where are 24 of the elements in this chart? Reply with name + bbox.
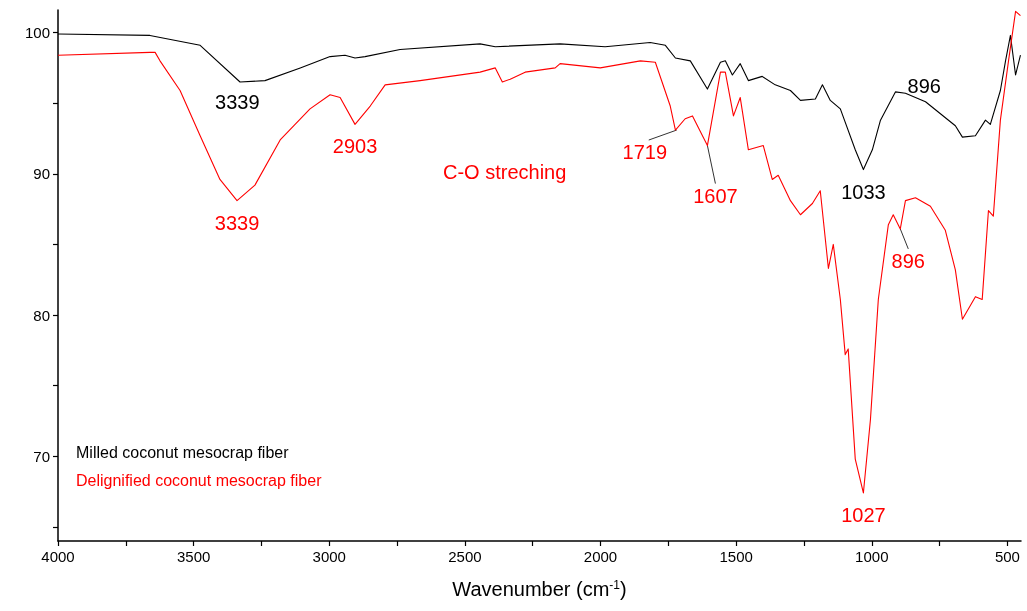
y-tick-label: 100 bbox=[24, 24, 50, 42]
x-tick-label: 3000 bbox=[312, 548, 346, 565]
annotation: 1033 bbox=[841, 180, 886, 203]
y-tick-label: 80 bbox=[33, 306, 50, 324]
text: Milled coconut mesocrap fiber bbox=[76, 443, 290, 461]
annotation: 896 bbox=[891, 249, 925, 272]
annotation: 1027 bbox=[841, 503, 886, 526]
y-tick-label: 90 bbox=[33, 165, 50, 183]
text: Delignified coconut mesocrap fiber bbox=[76, 471, 323, 489]
x-tick-label: 2000 bbox=[583, 548, 618, 565]
annotation: 3339 bbox=[214, 211, 260, 234]
annotation: C-O streching bbox=[443, 161, 567, 183]
annotation: 1719 bbox=[622, 141, 668, 164]
annotation: 2903 bbox=[332, 135, 378, 158]
x-tick-label: 1000 bbox=[855, 548, 889, 565]
x-tick-label: 1500 bbox=[719, 548, 753, 565]
y-tick-label: 70 bbox=[33, 447, 50, 465]
x-tick-label: 500 bbox=[994, 548, 1020, 565]
annotation: 1607 bbox=[693, 184, 738, 207]
x-tick-label: 4000 bbox=[41, 548, 75, 565]
annotation: 896 bbox=[907, 74, 941, 97]
x-tick-label: 2500 bbox=[448, 548, 482, 565]
x-tick-label: 3500 bbox=[176, 548, 211, 565]
annotation: 3339 bbox=[215, 91, 260, 114]
